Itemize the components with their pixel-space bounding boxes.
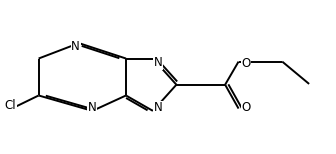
Text: O: O — [241, 101, 251, 113]
Text: Cl: Cl — [4, 99, 16, 112]
Text: O: O — [241, 57, 251, 70]
Text: N: N — [154, 56, 162, 69]
Text: N: N — [71, 41, 80, 53]
Text: N: N — [154, 101, 162, 114]
Text: N: N — [88, 101, 97, 113]
